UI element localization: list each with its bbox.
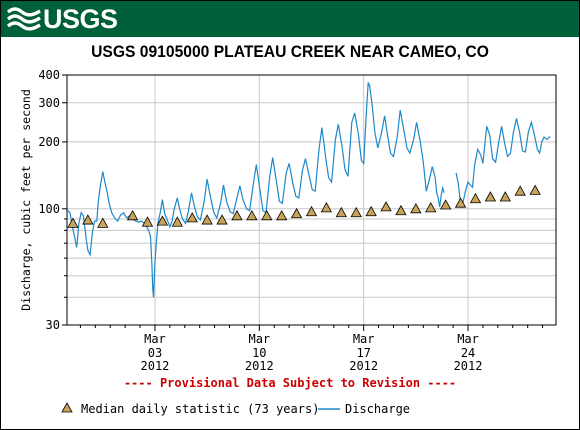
median-point [246,209,258,221]
median-point [305,205,318,217]
y-tick-label: 100 [38,202,60,216]
x-tick-label-year: 2012 [349,359,378,373]
median-point [484,191,497,202]
median-point [365,205,377,217]
median-point [335,206,347,218]
x-tick-label-day: 17 [356,346,370,360]
y-tick-label: 300 [38,96,60,110]
median-point [126,209,139,221]
legend-median-marker [61,402,73,413]
plot-background [67,75,556,325]
discharge-series-line [455,118,551,209]
median-point [380,201,392,212]
y-axis-label: Discharge, cubic feet per second [19,89,33,311]
x-tick-label-year: 2012 [454,359,483,373]
usgs-banner: USGS [1,1,579,37]
median-point [499,191,511,202]
median-point [156,215,169,226]
legend-median-label: Median daily statistic (73 years) [81,402,319,416]
y-tick-label: 400 [38,68,60,82]
legend-discharge-label: Discharge [345,402,410,416]
x-tick-label-year: 2012 [141,359,170,373]
median-point [350,206,362,218]
discharge-series-line [67,82,445,298]
median-point [171,216,184,227]
median-point [67,217,79,228]
median-point [261,209,273,221]
median-point [201,214,213,225]
x-tick-label-year: 2012 [245,359,274,373]
y-tick-label: 30 [46,318,60,332]
x-tick-label-month: Mar [457,332,479,346]
median-point [216,214,228,225]
usgs-logo[interactable]: USGS [7,3,118,35]
median-point [439,199,452,210]
median-point [529,184,541,195]
median-point [290,207,303,219]
chart-title: USGS 09105000 PLATEAU CREEK NEAR CAMEO, … [91,42,489,61]
x-tick-label-month: Mar [248,332,270,346]
x-tick-label-day: 03 [148,346,162,360]
median-point [320,202,333,213]
median-point [425,202,437,213]
median-point [410,202,422,214]
median-point [97,217,109,228]
x-tick-label-day: 24 [461,346,475,360]
usgs-logo-text: USGS [43,3,118,34]
median-point [231,209,243,221]
x-tick-label-month: Mar [353,332,375,346]
x-tick-label-day: 10 [252,346,266,360]
usgs-wave-icon [7,7,41,31]
median-point [454,197,467,208]
median-point [514,185,526,196]
y-tick-label: 200 [38,135,60,149]
median-point [469,192,482,204]
median-point [82,214,94,225]
provisional-note: ---- Provisional Data Subject to Revisio… [124,376,456,390]
median-point [186,212,198,223]
x-tick-label-month: Mar [144,332,166,346]
plot-border [66,74,557,326]
median-point [395,204,407,216]
median-point [141,216,154,227]
median-point [276,209,288,221]
